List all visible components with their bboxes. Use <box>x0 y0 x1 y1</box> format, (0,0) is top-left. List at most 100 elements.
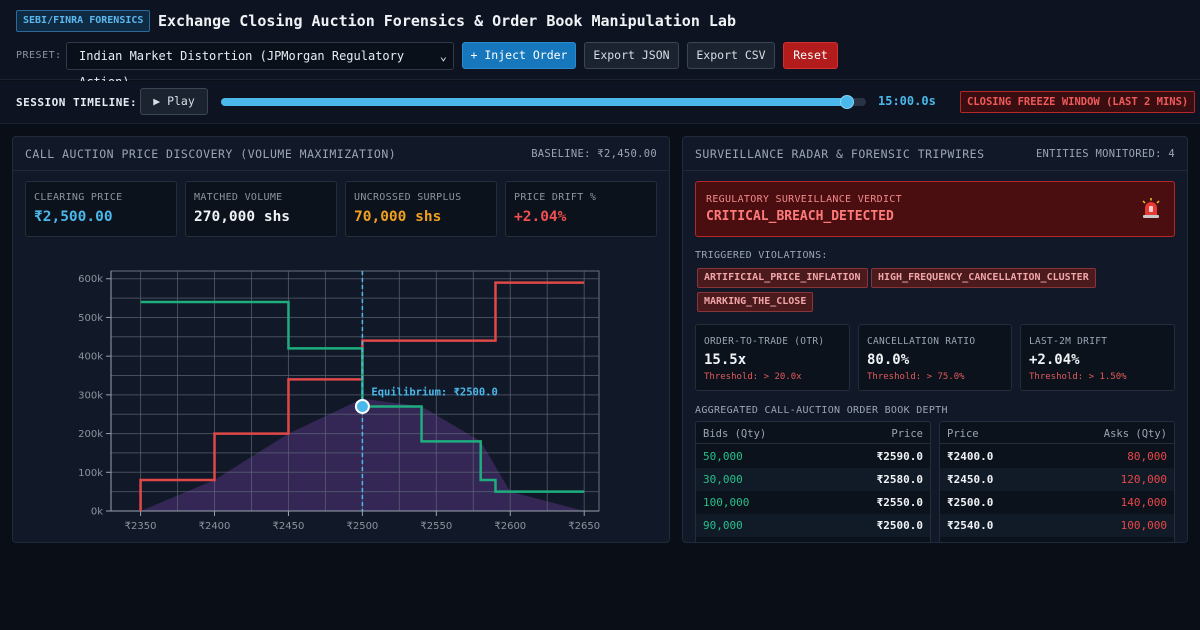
timeline-slider-thumb[interactable] <box>839 95 854 109</box>
surveillance-panel-header: SURVEILLANCE RADAR & FORENSIC TRIPWIRES … <box>683 137 1187 171</box>
y-tick-label: 600k <box>78 274 103 285</box>
auction-panel-header: CALL AUCTION PRICE DISCOVERY (VOLUME MAX… <box>13 137 669 171</box>
app-header: SEBI/FINRA FORENSICS Exchange Closing Au… <box>0 0 1200 89</box>
bid-price: ₹2590.0 <box>876 450 923 463</box>
auction-chart: ₹2350 ₹2400 ₹2450 ₹2500 ₹2550 ₹2600 ₹2650 0k 100… <box>78 270 600 532</box>
bid-qty: 50,000 <box>703 450 743 463</box>
violation-tag: MARKING_THE_CLOSE <box>697 292 814 312</box>
ask-price: ₹2450.0 <box>947 473 994 486</box>
closing-freeze-badge: CLOSING FREEZE WINDOW (LAST 2 MINS) <box>960 91 1196 113</box>
asks-table-header: Price Asks (Qty) <box>940 422 1174 444</box>
violations-label: TRIGGERED VIOLATIONS: <box>695 250 828 261</box>
metric-value: +2.04% <box>1029 352 1080 368</box>
ask-price: ₹2400.0 <box>947 450 994 463</box>
x-tick-label: ₹2450 <box>273 521 305 532</box>
x-tick-label: ₹2550 <box>420 521 452 532</box>
stat-label: UNCROSSED SURPLUS <box>354 192 462 203</box>
asks-qty-header: Asks (Qty) <box>1103 428 1167 440</box>
stat-value: 70,000 shs <box>354 209 442 225</box>
supply-curve <box>139 281 585 511</box>
table-row: 50,000 ₹2590.0 <box>696 445 930 468</box>
order-book-label: AGGREGATED CALL-AUCTION ORDER BOOK DEPTH <box>695 405 948 416</box>
bids-table: Bids (Qty) Price 50,000 ₹2590.0 30,000 ₹… <box>695 421 931 542</box>
violation-tag: HIGH_FREQUENCY_CANCELLATION_CLUSTER <box>871 268 1096 288</box>
auction-panel: CALL AUCTION PRICE DISCOVERY (VOLUME MAX… <box>12 136 670 543</box>
export-csv-button[interactable]: Export CSV <box>687 42 775 69</box>
stat-clearing-price: CLEARING PRICE ₹2,500.00 <box>25 181 177 237</box>
inject-order-button[interactable]: + Inject Order <box>462 42 576 69</box>
stat-price-drift: PRICE DRIFT % +2.04% <box>505 181 657 237</box>
bids-table-header: Bids (Qty) Price <box>696 422 930 444</box>
ask-qty: 80,000 <box>1127 450 1167 463</box>
page-title: Exchange Closing Auction Forensics & Ord… <box>158 12 736 30</box>
session-timeline: SESSION TIMELINE: ▶ Play 15:00.0s CLOSIN… <box>0 81 1200 124</box>
siren-icon <box>1142 198 1160 218</box>
surveillance-panel: SURVEILLANCE RADAR & FORENSIC TRIPWIRES … <box>682 136 1188 543</box>
ask-price: ₹2540.0 <box>947 519 994 532</box>
bid-price: ₹2550.0 <box>876 496 923 509</box>
metric-cancellation-ratio: CANCELLATION RATIO 80.0% Threshold: > 75… <box>858 324 1012 391</box>
stat-uncrossed-surplus: UNCROSSED SURPLUS 70,000 shs <box>345 181 497 237</box>
equilibrium-label: Equilibrium: ₹2500.0 <box>371 386 497 398</box>
play-button[interactable]: ▶ Play <box>140 88 208 115</box>
timeline-slider[interactable] <box>221 95 866 109</box>
metric-value: 80.0% <box>867 352 910 368</box>
metric-threshold: Threshold: > 75.0% <box>867 372 965 382</box>
timeline-label: SESSION TIMELINE: <box>16 96 138 109</box>
forensics-badge: SEBI/FINRA FORENSICS <box>16 10 151 32</box>
asks-price-header: Price <box>947 428 979 440</box>
violation-tag: ARTIFICIAL_PRICE_INFLATION <box>697 268 868 288</box>
metric-threshold: Threshold: > 1.50% <box>1029 372 1127 382</box>
entities-monitored: ENTITIES MONITORED: 4 <box>1035 148 1175 160</box>
export-json-button[interactable]: Export JSON <box>584 42 679 69</box>
bid-qty: 100,000 <box>703 496 750 509</box>
metric-last-2m-drift: LAST-2M DRIFT +2.04% Threshold: > 1.50% <box>1020 324 1175 391</box>
stat-value: 270,000 shs <box>194 209 291 225</box>
table-row: 100,000 ₹2550.0 <box>696 491 930 514</box>
x-tick-label: ₹2500 <box>346 521 378 532</box>
bids-qty-header: Bids (Qty) <box>703 428 767 440</box>
preset-label: PRESET: <box>16 50 62 61</box>
metric-value: 15.5x <box>704 352 747 368</box>
y-tick-label: 300k <box>78 390 103 401</box>
table-row: ₹2400.0 80,000 <box>940 445 1174 468</box>
x-tick-label: ₹2350 <box>125 521 157 532</box>
table-row: 90,000 ₹2500.0 <box>696 514 930 537</box>
verdict-box: REGULATORY SURVEILLANCE VERDICT CRITICAL… <box>695 181 1175 237</box>
stat-value: +2.04% <box>514 209 567 225</box>
table-row: 30,000 ₹2580.0 <box>696 468 930 491</box>
table-row: ₹2500.0 140,000 <box>940 491 1174 514</box>
table-row: ₹2450.0 120,000 <box>940 468 1174 491</box>
stat-label: CLEARING PRICE <box>34 192 123 203</box>
stat-matched-volume: MATCHED VOLUME 270,000 shs <box>185 181 337 237</box>
demand-curve <box>140 300 585 493</box>
y-tick-label: 400k <box>78 352 103 363</box>
stat-label: MATCHED VOLUME <box>194 192 283 203</box>
bids-price-header: Price <box>891 428 923 440</box>
baseline-label: BASELINE: ₹2,450.00 <box>531 148 657 160</box>
chevron-down-icon: ⌄ <box>439 49 447 63</box>
y-tick-label: 500k <box>78 313 103 324</box>
equilibrium-point <box>354 398 370 414</box>
stat-label: PRICE DRIFT % <box>514 192 597 203</box>
verdict-value: CRITICAL_BREACH_DETECTED <box>706 209 894 224</box>
reset-button[interactable]: Reset <box>783 42 838 69</box>
stat-value: ₹2,500.00 <box>34 209 113 225</box>
metric-otr: ORDER-TO-TRADE (OTR) 15.5x Threshold: > … <box>695 324 850 391</box>
bid-price: ₹2500.0 <box>876 519 923 532</box>
ask-qty: 140,000 <box>1120 496 1167 509</box>
bid-qty: 30,000 <box>703 473 743 486</box>
bid-qty: 90,000 <box>703 519 743 532</box>
timeline-time: 15:00.0s <box>878 94 936 108</box>
auction-panel-title: CALL AUCTION PRICE DISCOVERY (VOLUME MAX… <box>25 147 397 161</box>
metric-label: ORDER-TO-TRADE (OTR) <box>704 336 825 347</box>
bid-price: ₹2580.0 <box>876 473 923 486</box>
preset-select[interactable]: Indian Market Distortion (JPMorgan Regul… <box>66 42 454 89</box>
x-tick-label: ₹2400 <box>199 521 231 532</box>
y-tick-label: 200k <box>78 429 103 440</box>
surveillance-panel-title: SURVEILLANCE RADAR & FORENSIC TRIPWIRES <box>695 147 985 161</box>
y-tick-label: 0k <box>91 507 103 518</box>
verdict-label: REGULATORY SURVEILLANCE VERDICT <box>706 194 902 205</box>
ask-qty: 120,000 <box>1120 473 1167 486</box>
ask-qty: 100,000 <box>1120 519 1167 532</box>
